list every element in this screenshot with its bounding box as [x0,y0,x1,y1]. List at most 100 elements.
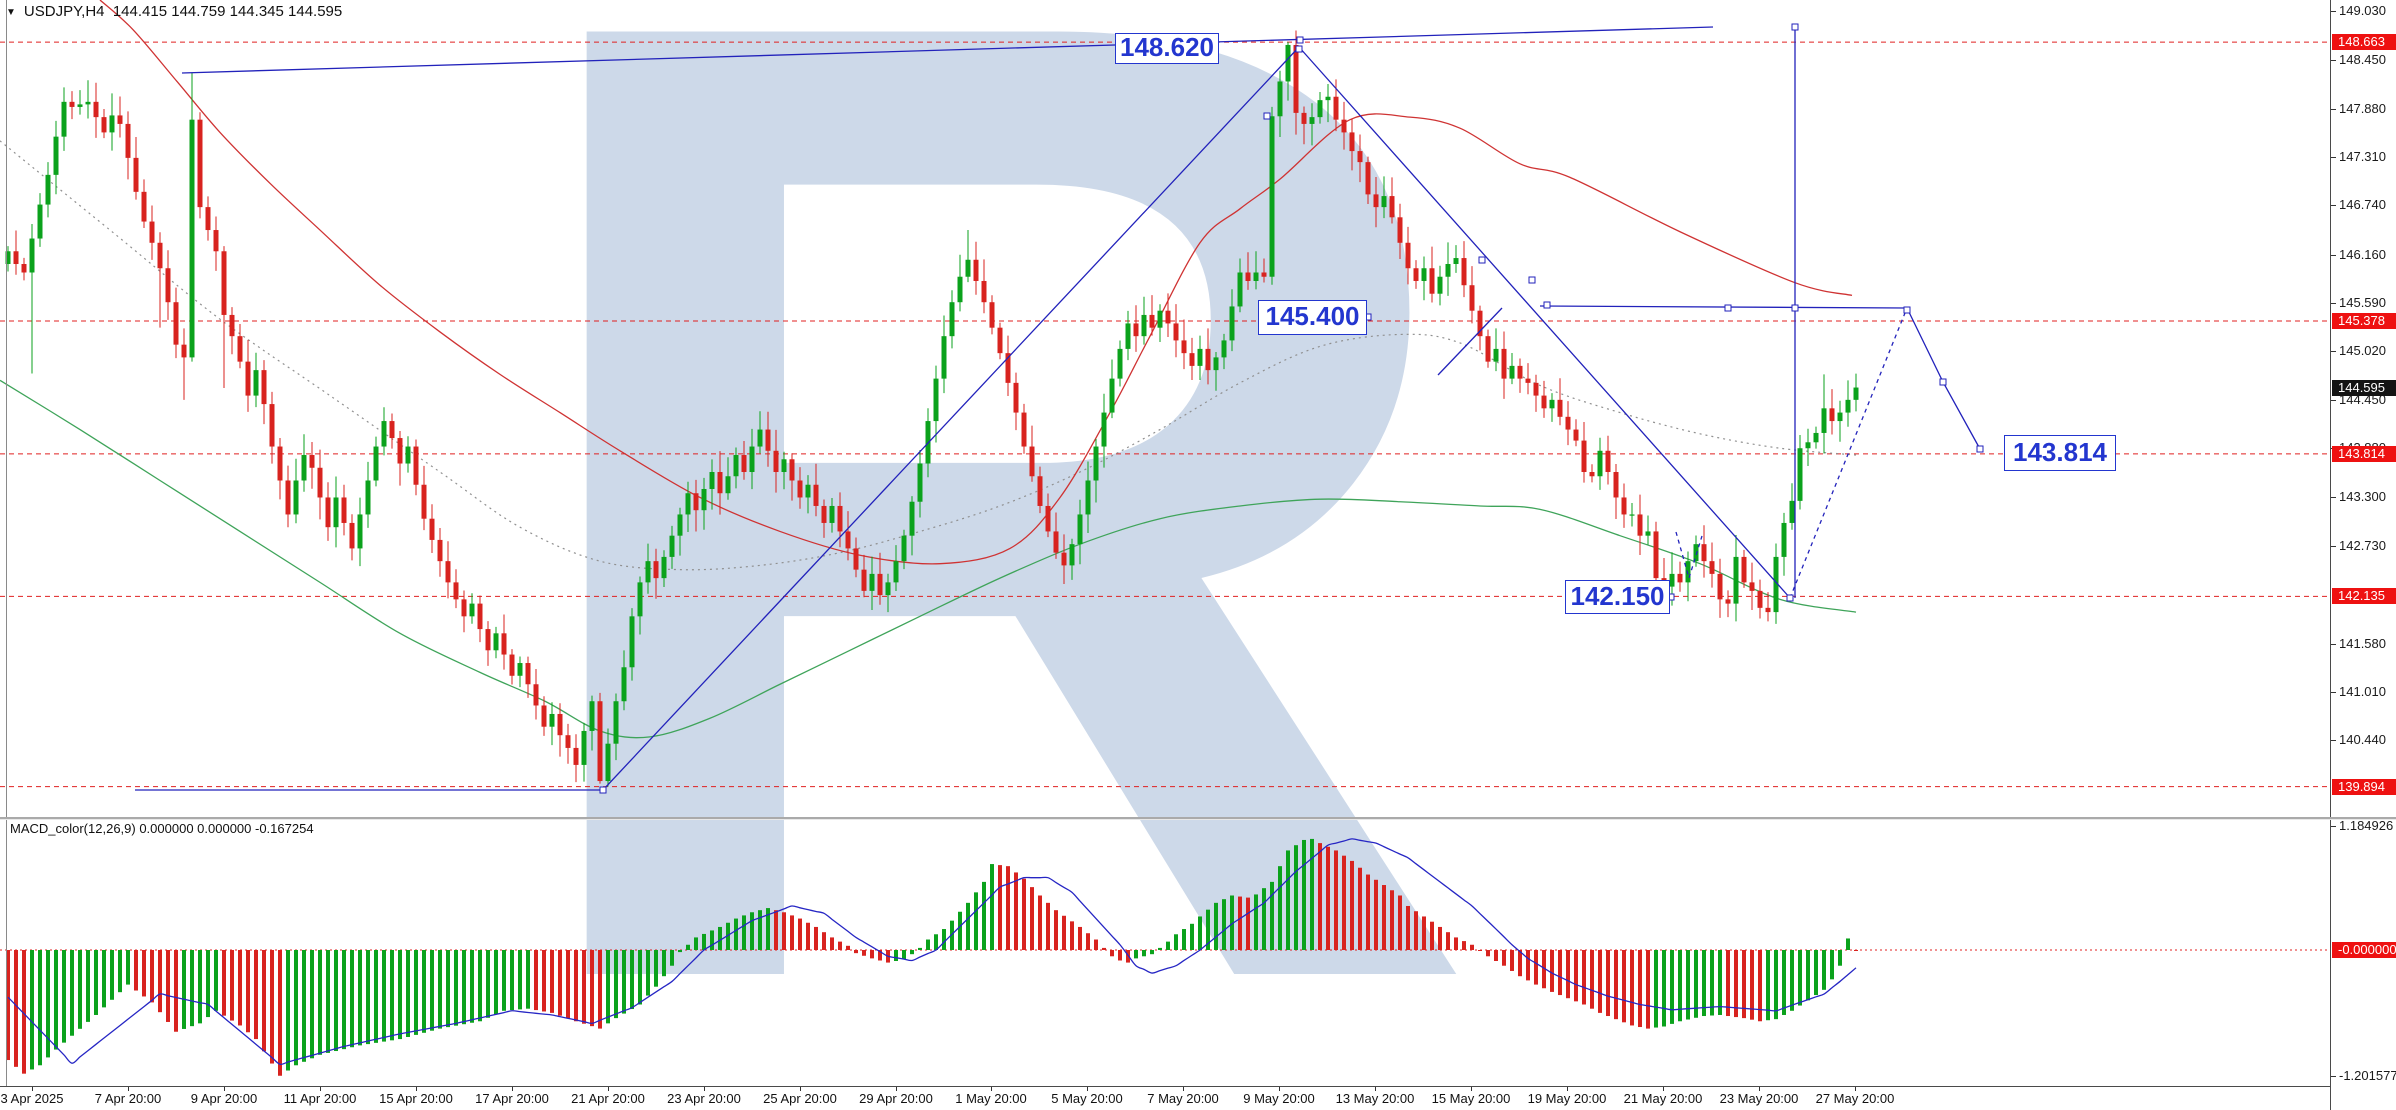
impulse-up[interactable] [602,46,1300,791]
price-tick-145.020: 145.020 [2339,343,2386,359]
time-label-10: 1 May 20:00 [955,1091,1027,1106]
time-tick-7 [704,1087,705,1091]
time-label-18: 23 May 20:00 [1719,1091,1799,1106]
time-tick-14 [1375,1087,1376,1091]
object-handle-6[interactable] [1724,304,1732,312]
price-tick-141.580: 141.580 [2339,635,2386,651]
object-handle-0[interactable] [1296,36,1304,44]
price-annotation-142150[interactable]: 142.150 [1565,580,1670,614]
price-annotation-143814[interactable]: 143.814 [2004,435,2116,471]
price-annotation-148620[interactable]: 148.620 [1115,33,1219,64]
upper-trendline[interactable] [181,26,1714,74]
object-handle-10[interactable] [1939,378,1947,386]
macd-axis-max: 1.184926 [2339,818,2394,833]
symbol-title: ▼ USDJPY,H4 144.415 144.759 144.345 144.5… [6,3,342,20]
object-handle-7[interactable] [1791,304,1799,312]
price-tick-143.300-tick [2331,497,2336,499]
time-tick-19 [1855,1087,1856,1091]
time-tick-15 [1471,1087,1472,1091]
ma-green [0,379,1857,739]
time-label-7: 23 Apr 20:00 [667,1091,741,1106]
macd-indicator-label: MACD_color(12,26,9) 0.000000 0.000000 -0… [10,821,314,836]
time-axis[interactable]: 3 Apr 2025 7 Apr 20:00 9 Apr 20:00 11 Apr 2… [0,1086,2330,1110]
price-axis[interactable]: 149.030 148.450 147.880 147.310 146.740 146.1… [2330,0,2396,1110]
price-tick-149.030: 149.030 [2339,3,2386,18]
time-tick-10 [991,1087,992,1091]
time-label-3: 11 Apr 20:00 [283,1091,357,1106]
price-chart-canvas[interactable] [0,0,2330,817]
object-handle-4[interactable] [1528,276,1536,284]
price-tick-140.440-tick [2331,740,2336,742]
macd-panel-canvas[interactable] [0,819,2330,1086]
time-label-15: 15 May 20:00 [1431,1091,1511,1106]
minor-line[interactable] [1437,307,1503,376]
time-label-8: 25 Apr 20:00 [763,1091,837,1106]
time-label-11: 5 May 20:00 [1051,1091,1123,1106]
object-handle-2[interactable] [1263,112,1271,120]
axis-badge-148663: 148.663 [2332,34,2396,51]
chart-left-frame [6,0,7,1086]
price-tick-144.450: 144.450 [2339,391,2386,407]
pane-separator[interactable] [0,817,2396,820]
object-handle-13[interactable] [1786,594,1794,602]
price-tick-145.020-tick [2331,351,2336,353]
time-tick-2 [224,1087,225,1091]
time-label-19: 27 May 20:00 [1815,1091,1895,1106]
time-tick-3 [320,1087,321,1091]
macd-axis-min-tick [2331,1076,2336,1077]
time-label-0: 3 Apr 2025 [0,1091,64,1106]
object-handle-11[interactable] [1976,445,1984,453]
time-tick-9 [896,1087,897,1091]
price-tick-149.030-tick [2331,11,2336,12]
time-tick-6 [608,1087,609,1091]
symbol-dropdown-icon[interactable]: ▼ [6,7,16,18]
object-handle-5[interactable] [1543,301,1551,309]
price-tick-146.160: 146.160 [2339,246,2386,262]
price-tick-146.740: 146.740 [2339,197,2386,213]
time-label-13: 9 May 20:00 [1243,1091,1315,1106]
time-tick-8 [800,1087,801,1091]
object-handle-3[interactable] [1478,256,1486,264]
price-tick-141.010-tick [2331,691,2336,693]
time-label-2: 9 Apr 20:00 [190,1091,258,1106]
object-handle-12[interactable] [599,786,607,794]
drawing-objects[interactable] [135,23,1984,794]
price-tick-140.440: 140.440 [2339,732,2386,748]
time-label-1: 7 Apr 20:00 [94,1091,162,1106]
price-tick-148.450: 148.450 [2339,52,2386,68]
impulse-down[interactable] [1298,46,1791,599]
symbol-name: USDJPY,H4 [23,3,105,20]
axis-badge-144595: 144.595 [2332,379,2396,396]
time-tick-16 [1567,1087,1568,1091]
resistance-hline[interactable] [1539,305,1908,309]
price-tick-141.580-tick [2331,643,2336,645]
price-annotation-145400[interactable]: 145.400 [1258,300,1367,335]
support-resistance-levels[interactable] [0,41,2330,788]
time-tick-11 [1087,1087,1088,1091]
price-tick-143.300: 143.300 [2339,489,2386,505]
axis-badge-143814: 143.814 [2332,445,2396,462]
time-label-16: 19 May 20:00 [1527,1091,1607,1106]
price-tick-148.450-tick [2331,60,2336,62]
candlestick-series [5,30,1859,787]
price-tick-145.590-tick [2331,303,2336,305]
object-handle-8[interactable] [1791,23,1799,31]
object-handle-9[interactable] [1903,306,1911,314]
macd-signal-line [7,838,1857,1066]
price-tick-142.730-tick [2331,545,2336,547]
time-tick-0 [32,1087,33,1091]
ma-dotted-gray [0,140,1857,571]
price-tick-144.450-tick [2331,399,2336,401]
object-handle-1[interactable] [1295,45,1303,53]
time-label-5: 17 Apr 20:00 [475,1091,549,1106]
price-tick-146.160-tick [2331,254,2336,256]
axis-badge-142135: 142.135 [2332,588,2396,605]
axis-badge-145378: 145.378 [2332,313,2396,330]
ohlc-values: 144.415 144.759 144.345 144.595 [112,3,343,20]
macd-histogram [6,838,1858,1076]
time-label-17: 21 May 20:00 [1623,1091,1703,1106]
price-tick-141.010: 141.010 [2339,683,2386,699]
price-tick-147.880: 147.880 [2339,100,2386,116]
price-tick-142.730: 142.730 [2339,537,2386,553]
time-tick-18 [1759,1087,1760,1091]
